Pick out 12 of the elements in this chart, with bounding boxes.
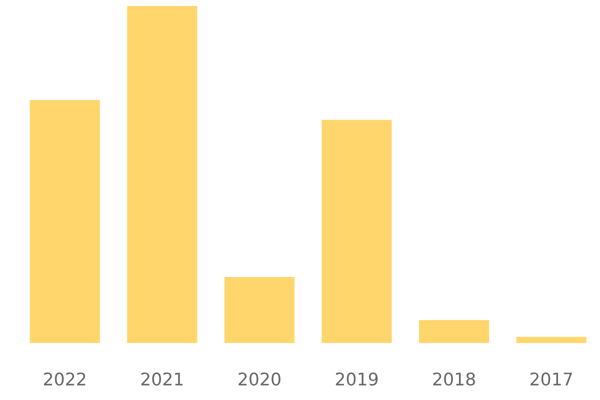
x-tick-label: 2021 bbox=[141, 372, 183, 386]
bar bbox=[127, 6, 198, 343]
x-tick-label: 2017 bbox=[530, 372, 572, 386]
bar bbox=[322, 120, 392, 343]
bar bbox=[516, 336, 586, 343]
bar bbox=[419, 320, 490, 343]
x-tick-label: 2018 bbox=[433, 372, 475, 386]
bar bbox=[224, 276, 294, 343]
x-tick-label: 2022 bbox=[44, 372, 86, 386]
x-tick-label: 2019 bbox=[336, 372, 378, 386]
bar bbox=[30, 100, 100, 343]
x-tick-label: 2020 bbox=[238, 372, 280, 386]
